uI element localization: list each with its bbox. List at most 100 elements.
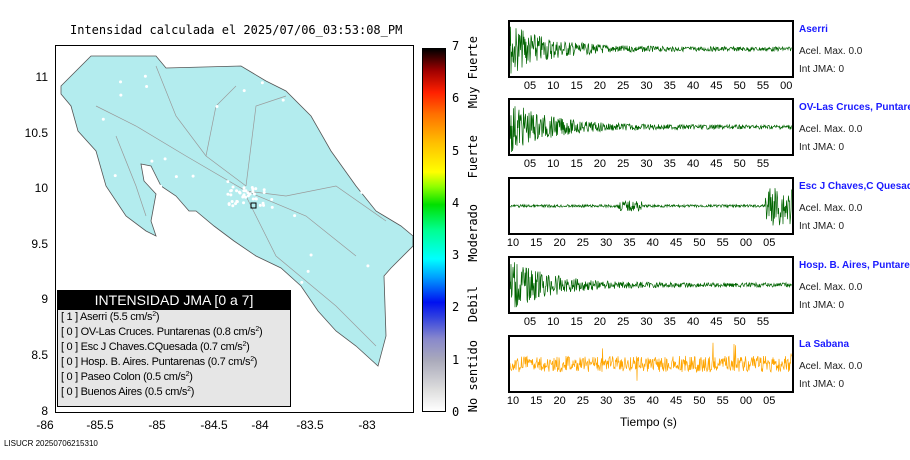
jma-intensity: Int JMA: 0 [799,221,845,232]
legend-int: [ 0 ] [61,386,78,398]
station-dot [230,199,234,203]
time-tick-label: 10 [547,80,560,92]
station-dot [261,201,265,205]
time-tick-label: 30 [640,158,653,170]
waveform-line [509,26,792,74]
station-dot [97,286,101,290]
station-dot [229,193,233,197]
station-dot [270,205,274,209]
time-tick-label: 30 [600,237,613,249]
station-dot [242,186,246,190]
time-tick-label: 50 [733,316,746,328]
legend-int: [ 0 ] [61,371,78,383]
station-dot [242,89,246,93]
station-dot [234,202,238,206]
waveform-trace [509,262,792,308]
time-tick-label: 55 [716,395,729,407]
map-title: Intensidad calculada el 2025/07/06_03:53… [70,23,403,37]
waveform-line [509,106,792,152]
time-tick-label: 05 [763,395,776,407]
station-dot [347,115,351,119]
time-tick-label: 50 [733,80,746,92]
legend-item: [ 0 ] Hosp. B. Aires. Puntarenas (0.7 cm… [61,355,290,370]
colorbar-tick: 0 [452,405,460,419]
station-dot [229,188,233,192]
station-dot [119,80,123,84]
colorbar-tick: 7 [452,38,460,53]
y-tick-label: 8 [41,404,48,418]
waveform-panel [508,20,794,78]
legend-item: [ 0 ] OV-Las Cruces. Puntarenas (0.8 cm/… [61,325,290,340]
x-tick-label: -85 [148,418,166,432]
colorbar-tick: 2 [452,300,460,315]
station-dot [231,204,235,208]
time-tick-label: 05 [763,237,776,249]
x-tick-label: -84 [251,418,269,432]
station-dot [360,190,364,194]
time-tick-label: 35 [663,316,676,328]
station-name: Hosp. B. Aires, Puntarenas [799,260,910,271]
time-tick-label: 50 [693,395,706,407]
station-dot [145,84,149,88]
time-tick-label: 15 [530,395,543,407]
y-tick-label: 9.5 [31,237,48,251]
station-dot [248,192,252,196]
colorbar-tick: 4 [452,195,460,210]
legend-name: Esc J Chaves.CQuesada [80,341,198,353]
time-tick-label: 05 [523,80,537,92]
time-tick-label: 15 [570,158,583,170]
time-tick-label: 30 [600,395,613,407]
x-tick-label: -83.5 [296,418,324,432]
station-dot [231,185,235,189]
time-tick-label: 50 [693,237,706,249]
station-dot [235,199,239,203]
legend-close: ) [155,311,160,323]
time-tick-label: 55 [756,316,770,328]
intensity-category-label: Debil [466,285,480,322]
jma-intensity: Int JMA: 0 [799,379,845,390]
time-tick-label: 45 [669,395,683,407]
legend-acc: (0.8 cm/s [212,326,256,338]
colorbar-tick: 3 [452,248,460,263]
time-tick-label: 00 [739,395,753,407]
station-dot [215,105,219,109]
legend-unit-exponent: 2 [250,356,254,363]
station-dot [262,188,266,192]
legend-name: Buenos Aires [80,386,143,398]
station-dot [258,203,262,207]
legend-close: ) [253,356,258,368]
station-dot [242,193,246,197]
time-tick-label: 40 [646,395,659,407]
waveform-line [509,188,792,226]
legend-name: Paseo Colon [80,371,141,383]
legend-acc: (0.5 cm/s [143,371,186,383]
time-tick-label: 00 [739,237,753,249]
station-dot [103,242,107,246]
x-tick-label: -84.5 [200,418,228,432]
y-tick-label: 10 [34,181,48,195]
station-dot [251,190,255,194]
station-dot [143,74,147,78]
legend-name: Aserri [80,311,107,323]
legend-item: [ 1 ] Aserri (5.5 cm/s2) [61,310,290,325]
time-tick-label: 35 [663,158,676,170]
station-dot [119,93,123,97]
station-dot [254,197,258,201]
waveform-line [509,342,792,381]
station-dot [363,148,367,152]
jma-intensity: Int JMA: 0 [799,64,845,75]
time-tick-label: 45 [710,316,723,328]
station-dot [113,174,117,178]
time-tick-label: 25 [576,395,590,407]
legend-unit-exponent: 2 [187,386,191,393]
colorbar-tick: 1 [452,352,460,367]
time-tick-label: 30 [640,316,653,328]
waveform-trace [509,106,792,152]
waveform-panel [508,177,794,235]
legend-name: OV-Las Cruces. Puntarenas [80,326,211,338]
station-dot [300,280,304,284]
time-tick-label: 35 [623,395,636,407]
station-dot [292,317,296,321]
station-dot [178,211,182,215]
time-tick-label: 15 [570,316,583,328]
